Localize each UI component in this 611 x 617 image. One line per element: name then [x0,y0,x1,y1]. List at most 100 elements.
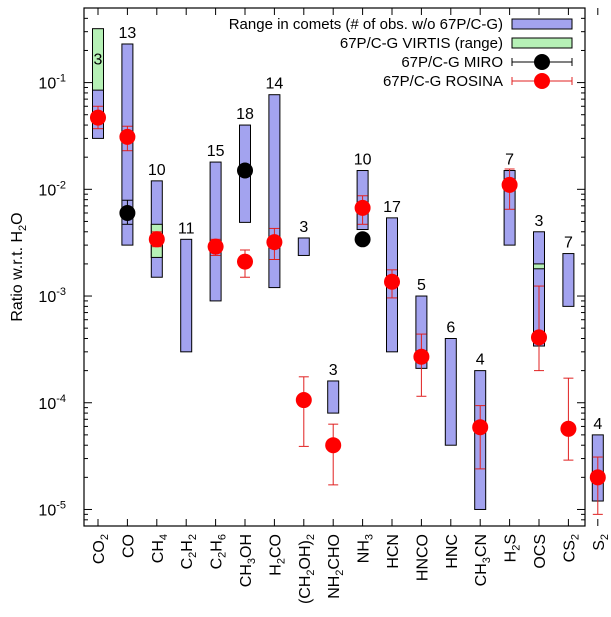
y-axis-label-part: Ratio w.r.t. H [9,231,26,322]
comet-range-count-label: 10 [354,152,372,169]
y-axis-label: Ratio w.r.t. H2O [9,212,29,321]
legend-label: 67P/C-G VIRTIS (range) [340,35,503,52]
legend-label: 67P/C-G ROSINA [383,73,503,90]
x-tick-label-part: H [209,540,226,552]
x-tick-label-C2H6: C2H6 [209,534,229,569]
x-tick-label-part: CS [561,540,578,562]
comet-range-count-label: 4 [476,352,485,369]
legend-label: 67P/C-G MIRO [401,54,503,71]
rosina-point [501,176,518,193]
y-tick-exponent: -5 [56,499,66,511]
x-tick-label-part: 2 [187,552,199,558]
x-tick-label-part: 2 [275,558,287,564]
legend-label: Range in comets (# of obs. w/o 67P/C-G) [229,16,503,33]
x-tick-label-part: 2 [305,534,317,540]
x-tick-label-NH3: NH3 [356,534,376,563]
y-tick-exponent: -2 [56,179,66,191]
rosina-point [354,199,371,216]
miro-point [119,204,136,221]
comet-range-count-label: 10 [148,162,166,179]
x-tick-label-part: 6 [217,534,229,540]
virtis-range-bar [533,263,545,270]
x-tick-label-part: S [503,534,520,545]
comet-range-count-label: 14 [266,76,284,93]
x-tick-label-part: H [503,551,520,563]
x-tick-label-part: 3 [481,557,493,563]
comet-range-count-label: 18 [236,106,254,123]
rosina-point [384,273,400,290]
x-tick-label-part: 2 [569,534,581,540]
y-tick-exponent: -4 [56,393,66,405]
comet-range-count-label: 3 [535,213,544,230]
rosina-point [531,329,547,346]
rosina-point [295,392,312,409]
x-tick-label-part: OH) [297,540,314,569]
y-tick-exponent: -1 [56,73,66,85]
x-tick-label-(CH2OH)2: (CH2OH)2 [297,534,317,604]
x-tick-label-part: NH [326,576,343,599]
x-tick-label-part: 2 [217,552,229,558]
rosina-point [472,419,489,436]
x-tick-label-S2: S2 [591,534,611,551]
y-tick-mantissa: 10 [38,289,56,306]
x-tick-label-part: CO [120,534,137,558]
y-tick-mantissa: 10 [38,182,56,199]
y-tick-label: 10-5 [38,499,66,519]
x-tick-label-part: CH [473,563,490,586]
rosina-point [325,437,342,454]
rosina-point [589,469,606,486]
comet-range-count-label-overlay: 3 [94,51,103,68]
legend-marker [534,54,550,70]
y-tick-label: 10-4 [38,393,66,413]
x-tick-label-H2CO: H2CO [267,534,287,576]
comet-range-count-label: 5 [417,277,426,294]
y-axis-label-part: 2 [17,225,29,231]
legend-swatch [511,37,573,49]
y-tick-label: 10-3 [38,286,66,306]
comet-range-bar [180,238,193,353]
x-tick-label-part: HCN [385,534,402,569]
x-tick-label-HCN: HCN [385,534,402,569]
rosina-point [207,238,224,255]
x-tick-label-part: H [267,564,284,576]
rosina-point [148,231,165,248]
comet-range-count-label: 15 [207,143,225,160]
x-tick-label-NH2CHO: NH2CHO [326,534,346,599]
rosina-point [413,348,430,365]
rosina-point [90,109,106,126]
rosina-point [119,128,136,145]
rosina-point [560,420,577,437]
x-tick-label-part: C [179,558,196,570]
comet-range-count-label: 11 [178,220,195,237]
comet-range-count-label: 3 [299,219,308,236]
x-tick-label-CH3OH: CH3OH [238,534,258,587]
x-tick-label-part: OH [238,534,255,558]
x-tick-label-part: (CH [297,576,314,604]
x-tick-label-part: CHO [326,534,343,570]
comet-range-count-label: 13 [119,25,137,42]
x-tick-label-part: CN [473,534,490,557]
x-tick-label-H2S: H2S [503,534,523,562]
y-axis-label-part: O [9,212,26,224]
comet-range-count-label: 3 [329,362,338,379]
x-tick-label-HNCO: HNCO [414,534,431,581]
x-tick-label-part: 2 [511,545,523,551]
x-tick-label-part: OCS [532,534,549,569]
x-tick-label-part: HNCO [414,534,431,581]
y-tick-exponent: -3 [56,286,66,298]
y-tick-label: 10-2 [38,179,66,199]
legend-marker [534,73,550,89]
x-tick-label-CH4: CH4 [150,534,170,563]
comet-range-bar [444,337,457,446]
x-tick-label-HNC: HNC [444,534,461,569]
miro-point [354,231,371,248]
x-tick-label-CO2: CO2 [91,534,111,564]
x-tick-label-CO: CO [120,534,137,558]
x-tick-label-CS2: CS2 [561,534,581,562]
plot-frame [83,7,586,527]
comet-range-count-label: 17 [383,199,401,216]
x-tick-label-part: HNC [444,534,461,569]
x-tick-label-part: 4 [158,534,170,540]
y-tick-mantissa: 10 [38,76,56,93]
